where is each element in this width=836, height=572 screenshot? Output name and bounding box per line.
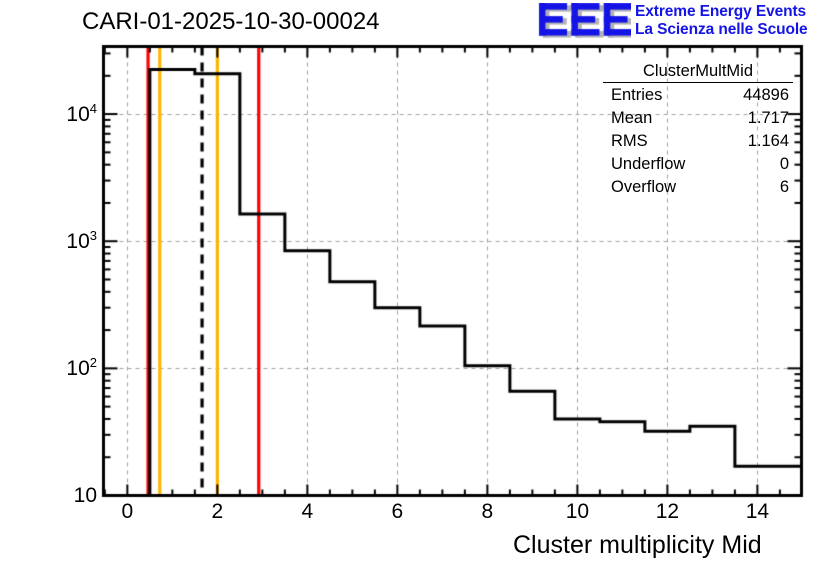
stats-row: Overflow 6	[603, 176, 793, 199]
eee-letters-icon	[537, 3, 631, 41]
stats-row: Entries 44896	[603, 84, 793, 107]
y-tick-label: 103	[66, 228, 97, 254]
plot-title: CARI-01-2025-10-30-00024	[82, 8, 380, 35]
stats-box-title: ClusterMultMid	[603, 62, 793, 83]
x-tick-label: 8	[481, 500, 494, 523]
stats-row: RMS 1.164	[603, 130, 793, 153]
x-tick-label: 6	[391, 500, 404, 523]
stats-row-key: Entries	[611, 86, 663, 104]
x-tick-label: 2	[211, 500, 224, 523]
eee-logo-text: Extreme Energy Events La Scienza nelle S…	[635, 3, 808, 39]
stats-row-value: 1.717	[747, 109, 789, 127]
x-tick-label: 12	[655, 500, 680, 523]
stats-row-value: 6	[779, 178, 789, 196]
eee-logo: Extreme Energy Events La Scienza nelle S…	[537, 2, 833, 44]
eee-logo-line1: Extreme Energy Events	[635, 3, 807, 20]
stats-box: ClusterMultMid Entries 44896 Mean 1.717 RMS 1…	[603, 62, 793, 199]
stats-row-key: Mean	[611, 109, 653, 127]
x-axis-title: Cluster multiplicity Mid	[513, 531, 762, 559]
stats-row-value: 0	[779, 155, 789, 173]
x-tick-label: 4	[301, 500, 314, 523]
x-tick-label: 0	[121, 500, 134, 523]
x-tick-label: 10	[565, 500, 590, 523]
stats-row-key: Underflow	[611, 155, 686, 173]
eee-logo-line2: La Scienza nelle Scuole	[635, 21, 808, 38]
stats-row: Mean 1.717	[603, 107, 793, 130]
stats-row-value: 1.164	[747, 132, 789, 150]
y-tick-label: 104	[66, 101, 97, 127]
stats-rows: Entries 44896 Mean 1.717 RMS 1.164 Underflow 0 O…	[603, 84, 793, 199]
x-tick-label: 14	[745, 500, 770, 523]
stats-row-value: 44896	[743, 86, 789, 104]
stats-row-key: RMS	[611, 132, 648, 150]
y-tick-label: 102	[66, 355, 97, 381]
stats-row: Underflow 0	[603, 153, 793, 176]
stats-row-key: Overflow	[611, 178, 677, 196]
y-tick-label: 10	[73, 483, 97, 507]
